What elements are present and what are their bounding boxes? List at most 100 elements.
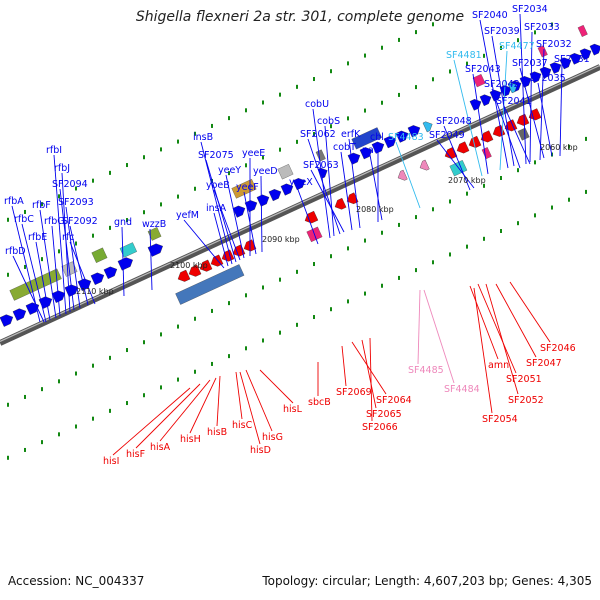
- position-marker: 2090 kbp: [262, 235, 300, 244]
- track-tick: [7, 217, 9, 222]
- track-tick: [398, 275, 400, 280]
- track-tick: [177, 139, 179, 144]
- track-tick: [568, 144, 570, 149]
- track-tick: [517, 168, 519, 173]
- wzz-block-shape: [91, 247, 108, 263]
- track-tick: [483, 183, 485, 188]
- leader-SF4485: [417, 289, 421, 365]
- forward-gene: [407, 125, 421, 138]
- track-tick: [160, 147, 162, 152]
- track-tick: [398, 37, 400, 42]
- forward-gene-shape: [589, 43, 600, 56]
- gene-label-sbcB: sbcB: [308, 397, 331, 408]
- track-tick: [279, 330, 281, 335]
- sf2048-block-shape: [472, 73, 486, 88]
- gene-label-SF2046: SF2046: [540, 343, 576, 354]
- gene-label-hisL: hisL: [283, 404, 303, 415]
- track-tick: [500, 176, 502, 180]
- track-tick: [347, 246, 349, 251]
- leader-SF2035: [537, 82, 553, 157]
- leader-SF4477: [499, 50, 508, 171]
- track-tick: [143, 155, 145, 160]
- separator: ;: [366, 574, 375, 588]
- track-tick: [585, 136, 587, 141]
- gene-label-SF2064: SF2064: [376, 395, 412, 406]
- accession-footer: Accession: NC_004337: [8, 574, 144, 588]
- gene-label-yeeF: yeeF: [236, 182, 259, 193]
- position-marker: 2080 kbp: [356, 205, 394, 214]
- track-tick: [24, 447, 26, 452]
- track-tick: [398, 222, 400, 227]
- gene-label-SF2037: SF2037: [512, 58, 548, 69]
- position-marker: 2100 kbp: [170, 261, 208, 270]
- gene-label-hisF: hisF: [126, 449, 145, 460]
- track-tick: [534, 160, 536, 165]
- track-tick: [211, 308, 213, 313]
- leader-hisI: [112, 387, 191, 456]
- track-tick: [330, 124, 332, 129]
- backbone-line: [0, 64, 600, 346]
- genome-title: Shigella flexneri 2a str. 301, complete …: [135, 9, 465, 25]
- track-tick: [296, 139, 298, 144]
- leader-SF2051: [477, 283, 517, 374]
- track-tick: [551, 22, 553, 27]
- gene-label-hisH: hisH: [180, 434, 201, 445]
- track-tick: [177, 377, 179, 382]
- track-tick: [262, 100, 264, 105]
- track-tick: [143, 393, 145, 398]
- leader-hisC: [235, 371, 243, 420]
- track-tick: [449, 252, 451, 257]
- track-tick: [262, 155, 264, 160]
- forward-gene-shape: [499, 85, 512, 97]
- gene-label-SF2032: SF2032: [536, 39, 572, 50]
- position-marker: 2110 kbp: [76, 287, 114, 296]
- gene-label-rfbC: rfbC: [14, 214, 34, 225]
- track-tick: [109, 170, 111, 175]
- position-markers: 2110 kbp 2100 kbp 2090 kbp 2080 kbp 2070 kbp…: [76, 143, 578, 296]
- track-tick: [245, 346, 247, 351]
- reverse-gene: [304, 210, 319, 224]
- sf2048-block: [472, 73, 486, 88]
- reverse-gene-shape: [221, 249, 235, 262]
- gene-label-yeeY: yeeY: [218, 165, 241, 176]
- gene-label-cbl: cbl: [370, 132, 384, 143]
- cob-block: [351, 127, 382, 150]
- gene-label-SF2066: SF2066: [362, 422, 398, 433]
- gene-label-SF2093: SF2093: [58, 197, 94, 208]
- forward-gene: [383, 136, 397, 149]
- his-block: [175, 264, 245, 305]
- genes-value: 4,305: [557, 574, 592, 588]
- track-tick: [75, 186, 77, 191]
- leader-SF2066: [369, 337, 373, 422]
- yee-block-shape: [277, 163, 294, 180]
- track-tick: [92, 416, 94, 421]
- forward-gene: [12, 308, 27, 321]
- leader-yefM: [183, 219, 225, 269]
- track-tick: [279, 147, 281, 152]
- pseudo-gene-shape: [422, 121, 433, 133]
- leader-SF2054: [473, 287, 493, 414]
- forward-gene: [268, 189, 282, 202]
- track-tick: [75, 371, 77, 376]
- gene-label-SF2063: SF2063: [303, 160, 339, 171]
- gene-label-SF2051: SF2051: [506, 374, 542, 385]
- leader-SF2064: [351, 341, 387, 395]
- reverse-gene: [334, 197, 347, 210]
- leader-rfbG: [51, 225, 61, 317]
- gene-label-SF2062: SF2062: [300, 129, 336, 140]
- reverse-gene-shape: [516, 113, 530, 126]
- leader-hisD: [239, 371, 261, 445]
- leader-insA: [213, 212, 229, 267]
- forward-gene: [589, 43, 600, 56]
- leader-SF2046: [509, 281, 551, 343]
- leader-SF2049: [436, 139, 475, 189]
- sf2046-block-shape: [517, 127, 530, 141]
- gene-label-SF2034: SF2034: [512, 4, 548, 15]
- reverse-gene: [188, 264, 202, 277]
- track-tick: [534, 213, 536, 218]
- track-tick: [7, 455, 9, 460]
- reverse-gene: [221, 249, 235, 262]
- track-tick: [58, 432, 60, 437]
- leader-SF2041: [503, 105, 531, 165]
